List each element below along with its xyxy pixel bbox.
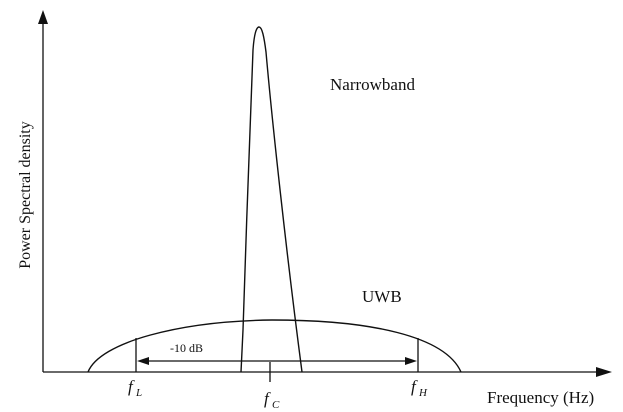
freq-low-subscript: L xyxy=(135,387,142,399)
bandwidth-arrowhead-right xyxy=(405,357,417,365)
freq-high-subscript: H xyxy=(418,387,428,399)
uwb-curve xyxy=(87,319,462,373)
freq-center-symbol: f xyxy=(264,389,271,408)
uwb-label: UWB xyxy=(362,287,402,306)
bandwidth-arrowhead-left xyxy=(137,357,149,365)
freq-center-label: f C xyxy=(264,389,280,411)
freq-high-symbol: f xyxy=(411,377,418,396)
freq-low-label: f L xyxy=(128,377,142,399)
x-axis-arrowhead xyxy=(596,367,612,377)
y-axis-arrowhead xyxy=(38,10,48,24)
freq-high-label: f H xyxy=(411,377,428,399)
freq-low-symbol: f xyxy=(128,377,135,396)
x-axis-label: Frequency (Hz) xyxy=(487,388,594,407)
narrowband-curve xyxy=(240,26,303,373)
bandwidth-label: -10 dB xyxy=(170,341,203,355)
y-axis-label: Power Spectral density xyxy=(17,121,34,269)
narrowband-label: Narrowband xyxy=(330,75,415,94)
freq-center-subscript: C xyxy=(272,399,280,411)
